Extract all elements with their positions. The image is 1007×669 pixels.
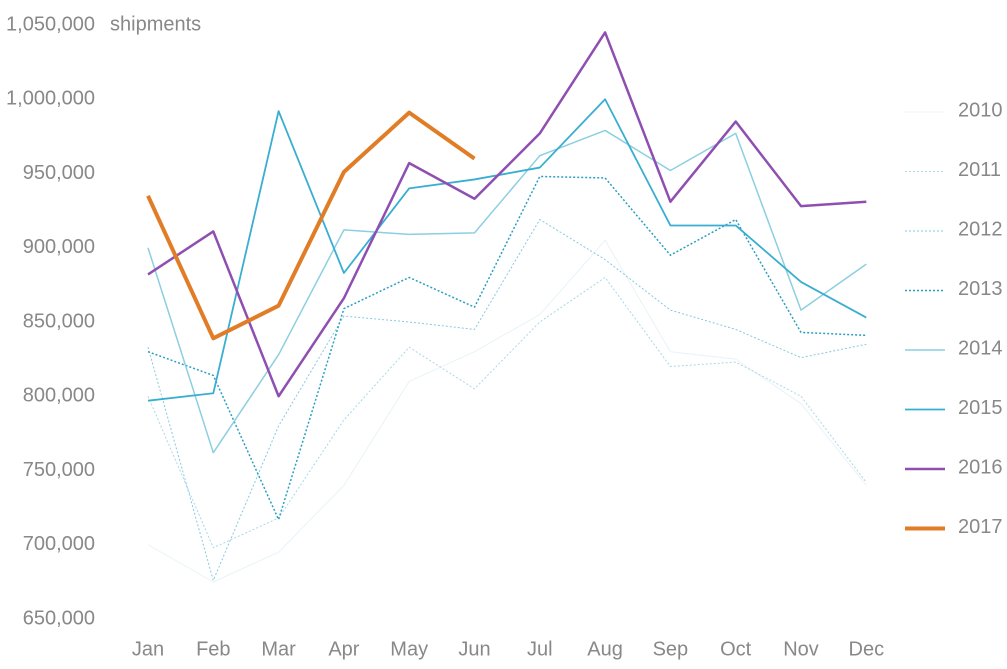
x-tick-label: Jul xyxy=(527,638,553,660)
series-line xyxy=(147,98,867,402)
y-tick-label: 1,000,000 xyxy=(6,88,95,110)
legend-label: 2011 xyxy=(958,159,1001,181)
y-tick-label: 850,000 xyxy=(23,310,95,332)
x-tick-label: Nov xyxy=(783,638,819,660)
legend-label: 2012 xyxy=(958,218,1003,240)
x-tick-label: Jun xyxy=(458,638,490,660)
series-line xyxy=(147,276,867,549)
series-line xyxy=(146,110,476,341)
y-tick-label: 750,000 xyxy=(23,459,95,481)
y-tick-label: 1,050,000 xyxy=(6,13,95,35)
series-line xyxy=(147,129,867,454)
series-line xyxy=(147,219,867,581)
y-tick-label: 900,000 xyxy=(23,236,95,258)
x-tick-label: Oct xyxy=(720,638,752,660)
x-tick-label: Feb xyxy=(196,638,230,660)
x-tick-label: Dec xyxy=(849,638,885,660)
y-tick-label: 800,000 xyxy=(23,385,95,407)
x-tick-label: May xyxy=(390,638,428,660)
y-tick-label: 700,000 xyxy=(23,533,95,555)
series-line xyxy=(147,239,867,583)
legend-label: 2013 xyxy=(958,278,1003,300)
x-tick-label: Apr xyxy=(328,638,359,660)
legend-label: 2016 xyxy=(958,456,1003,478)
series-line xyxy=(147,31,867,398)
x-tick-label: Aug xyxy=(587,638,623,660)
y-tick-label: 950,000 xyxy=(23,162,95,184)
legend-label: 2014 xyxy=(958,337,1003,359)
series-line xyxy=(147,175,867,521)
x-tick-label: Sep xyxy=(653,638,689,660)
x-tick-label: Jan xyxy=(132,638,164,660)
legend-label: 2015 xyxy=(958,397,1003,419)
x-tick-label: Mar xyxy=(261,638,296,660)
legend-label: 2010 xyxy=(958,99,1003,121)
y-tick-label: 650,000 xyxy=(23,607,95,629)
y-axis-label: shipments xyxy=(110,13,201,35)
legend-label: 2017 xyxy=(958,516,1003,538)
